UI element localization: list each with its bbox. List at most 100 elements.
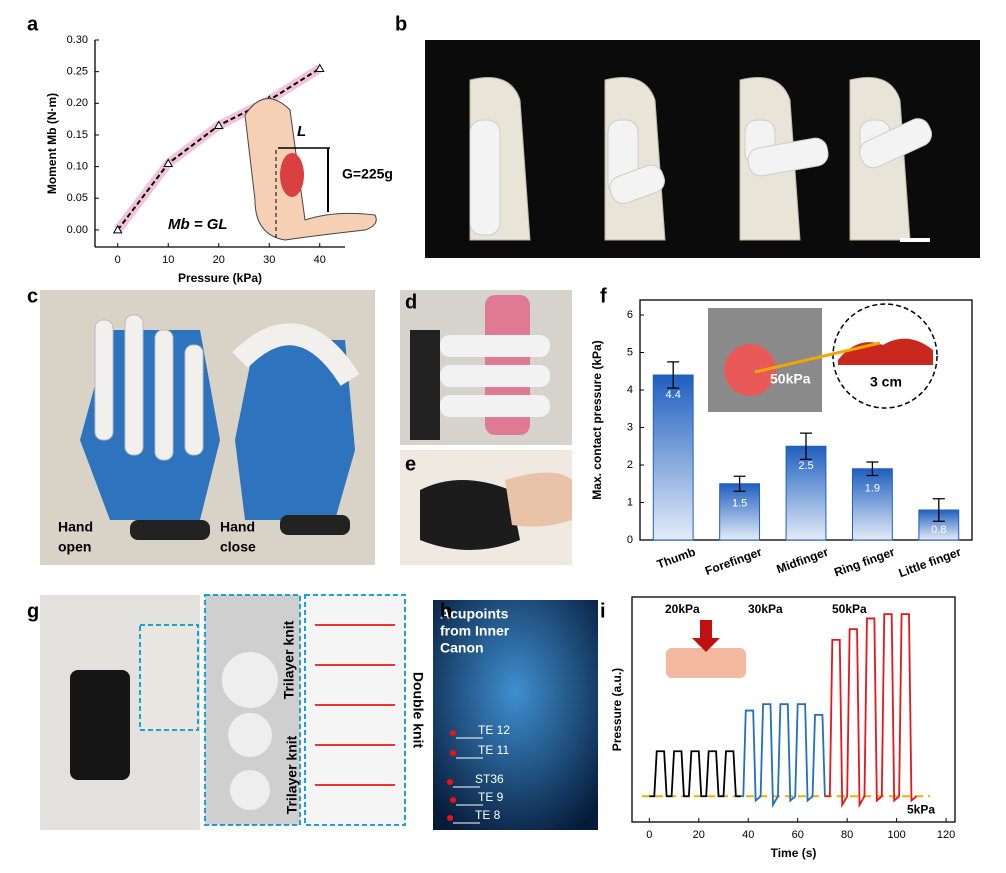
y-tick-label: 0.20 <box>67 97 88 109</box>
panel-label: g <box>27 600 39 622</box>
panel-label: e <box>405 453 416 475</box>
y-tick-label: 1 <box>627 496 633 508</box>
x-tick-label: 60 <box>792 829 804 841</box>
x-tick-label: 120 <box>937 829 955 841</box>
data-point <box>163 158 174 167</box>
x-tick-label: Midfinger <box>775 545 831 577</box>
x-tick-label: 0 <box>115 254 121 266</box>
acupoint-label: ST36 <box>475 772 504 786</box>
acupoint <box>447 815 453 821</box>
panel-label: b <box>395 13 407 35</box>
error-bar <box>800 432 812 461</box>
y-tick-label: 5 <box>627 346 633 358</box>
error-bar <box>667 361 680 389</box>
inset-profile <box>838 338 933 365</box>
error-bar <box>733 475 746 492</box>
acupoint-label: TE 9 <box>478 790 504 804</box>
annotation: 50kPa <box>770 371 811 387</box>
x-tick-label: 100 <box>887 829 905 841</box>
data-point <box>314 63 325 72</box>
x-tick-label: 40 <box>314 254 326 266</box>
photo-caption: Acupoints <box>440 606 509 622</box>
y-tick-label: 0.00 <box>67 224 88 236</box>
acupoint-label: TE 8 <box>475 808 501 822</box>
panel-label: d <box>405 291 417 313</box>
photo-caption: close <box>220 539 256 555</box>
photo-e <box>400 450 572 565</box>
acupoint <box>450 797 456 803</box>
photo-caption: Trilayer knit <box>281 620 297 699</box>
x-tick-label: Forefinger <box>703 545 764 579</box>
y-tick-label: 0.05 <box>67 192 88 204</box>
inset-skin <box>666 648 746 678</box>
y-axis-label: Pressure (a.u.) <box>610 668 624 751</box>
arm-sketch <box>244 98 377 241</box>
acupoint <box>447 779 453 785</box>
error-bar <box>866 461 879 477</box>
y-tick-label: 4 <box>627 384 633 396</box>
panel-label: h <box>440 600 452 622</box>
value-label: 0.8 <box>931 524 946 536</box>
photo-caption: Canon <box>440 640 484 656</box>
panel-label: i <box>600 600 606 622</box>
photo-caption: Hand <box>58 519 93 535</box>
value-label: 2.5 <box>798 460 813 472</box>
y-tick-label: 6 <box>627 309 633 321</box>
acupoint-label: TE 11 <box>478 743 509 757</box>
y-tick-label: 0.15 <box>67 129 88 141</box>
x-tick-label: Thumb <box>655 545 697 572</box>
annotation: G=225g <box>342 166 393 182</box>
photo-g: Trilayer knit Trilayer knit Double knit <box>40 594 426 830</box>
panel-label: c <box>27 285 38 307</box>
x-tick-label: 10 <box>162 254 174 266</box>
y-tick-label: 2 <box>627 459 633 471</box>
x-tick-label: 80 <box>841 829 853 841</box>
x-tick-label: Little finger <box>897 545 963 581</box>
annotation: Mb = GL <box>168 216 228 233</box>
photo-d <box>400 290 572 445</box>
reference-label: 5kPa <box>907 802 935 816</box>
x-tick-label: 20 <box>213 254 225 266</box>
annotation: 30kPa <box>748 602 783 616</box>
data-point <box>213 120 224 129</box>
data-point <box>112 224 123 234</box>
x-axis-label: Time (s) <box>771 846 817 860</box>
series-line <box>740 703 826 809</box>
inset-arrow <box>754 341 881 374</box>
panel-label: a <box>27 13 39 35</box>
panel-label: f <box>600 285 607 307</box>
photo-caption: Hand <box>220 519 255 535</box>
x-tick-label: 0 <box>646 829 652 841</box>
x-axis-label: Pressure (kPa) <box>178 271 262 285</box>
annotation: 50kPa <box>832 602 867 616</box>
value-label: 4.4 <box>666 389 681 401</box>
y-axis-label: Max. contact pressure (kPa) <box>590 340 604 499</box>
annotation: 3 cm <box>870 374 902 390</box>
y-tick-label: 0 <box>627 534 633 546</box>
photo-caption: Trilayer knit <box>284 735 300 814</box>
photo-caption: open <box>58 539 91 555</box>
photo-caption: Double knit <box>410 672 426 749</box>
acupoint <box>450 730 456 736</box>
y-tick-label: 0.30 <box>67 34 88 46</box>
x-tick-label: 40 <box>742 829 754 841</box>
y-tick-label: 3 <box>627 421 633 433</box>
x-tick-label: Ring finger <box>832 545 897 580</box>
photo-caption: from Inner <box>440 623 510 639</box>
photo-b <box>425 40 980 258</box>
photo-c: Hand open Hand close <box>40 290 375 565</box>
value-label: 1.9 <box>865 483 880 495</box>
photo-h: Acupoints from Inner Canon <box>433 600 598 830</box>
error-bar <box>932 498 945 522</box>
bar <box>851 468 893 541</box>
y-tick-label: 0.10 <box>67 161 88 173</box>
x-tick-label: 20 <box>693 829 705 841</box>
annotation: 20kPa <box>665 602 700 616</box>
annotation: L <box>297 123 306 140</box>
value-label: 1.5 <box>732 498 747 510</box>
inset-arrow <box>692 620 720 652</box>
plot-frame <box>631 596 956 823</box>
y-axis-label: Moment Mb (N·m) <box>45 93 59 194</box>
acupoint <box>450 750 456 756</box>
